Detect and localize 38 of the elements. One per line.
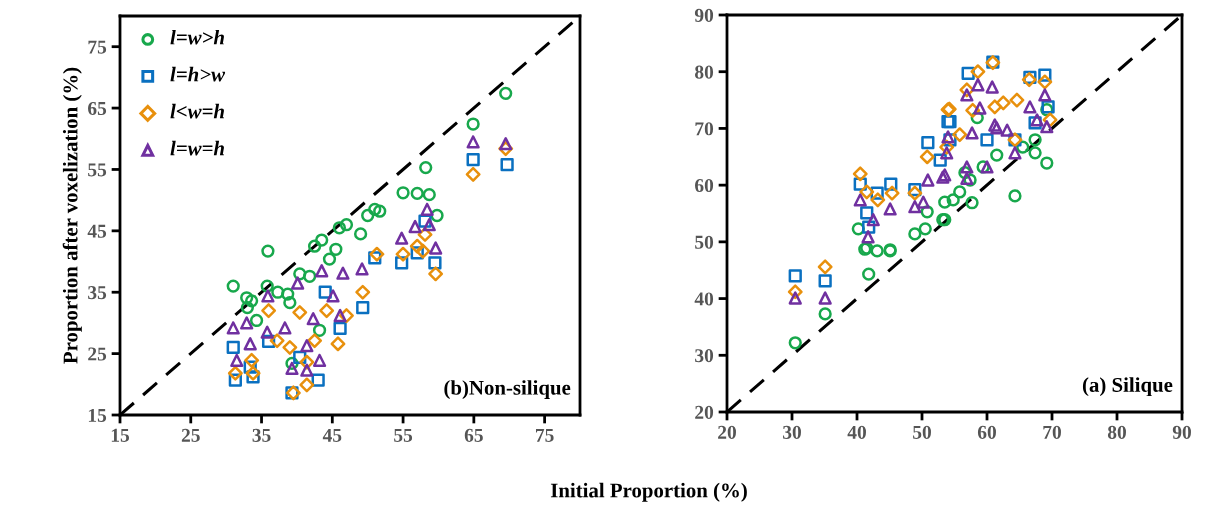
y-tick-label: 25 (88, 347, 107, 361)
y-tick-label: 60 (695, 178, 714, 193)
legend-label: l=w=h (170, 140, 224, 156)
x-tick-label: 70 (1043, 425, 1061, 439)
y-tick-label: 55 (88, 163, 107, 177)
annotation: (b)Non-silique (444, 380, 571, 400)
x-tick-label: 20 (718, 425, 736, 439)
legend-label: l=w>h (170, 29, 224, 45)
y-tick-label: 80 (695, 65, 714, 79)
x-tick-label: 30 (783, 425, 801, 439)
x-tick-label: 90 (1172, 425, 1191, 439)
y-tick-label: 20 (695, 405, 714, 419)
y-tick-label: 35 (88, 286, 107, 300)
y-tick-label: 15 (88, 408, 107, 422)
x-tick-label: 55 (394, 428, 413, 442)
y-tick-label: 30 (695, 349, 714, 363)
x-tick-label: 40 (847, 425, 866, 439)
y-tick-label: 45 (87, 224, 107, 238)
x-tick-label: 60 (977, 425, 996, 439)
x-tick-label: 45 (322, 428, 342, 442)
legend-label: l=h>w (170, 66, 226, 82)
y-axis-title: Proportion after voxelization (%) (62, 67, 82, 364)
x-tick-label: 35 (252, 428, 271, 442)
x-tick-label: 50 (913, 425, 931, 439)
x-tick-label: 80 (1107, 425, 1126, 439)
x-tick-label: 15 (111, 428, 130, 442)
legend-label: l<w=h (170, 103, 224, 119)
x-axis-title: Initial Proportion (%) (550, 482, 747, 502)
y-tick-label: 70 (695, 122, 714, 136)
y-tick-label: 50 (695, 235, 714, 249)
y-tick-label: 40 (694, 292, 714, 306)
annotation: (a) Silique (1082, 377, 1173, 397)
x-tick-label: 25 (181, 428, 200, 442)
y-tick-label: 65 (88, 101, 107, 116)
x-tick-label: 65 (464, 428, 483, 442)
x-tick-label: 75 (536, 428, 554, 442)
y-tick-label: 75 (88, 40, 107, 54)
y-tick-label: 90 (694, 8, 714, 22)
